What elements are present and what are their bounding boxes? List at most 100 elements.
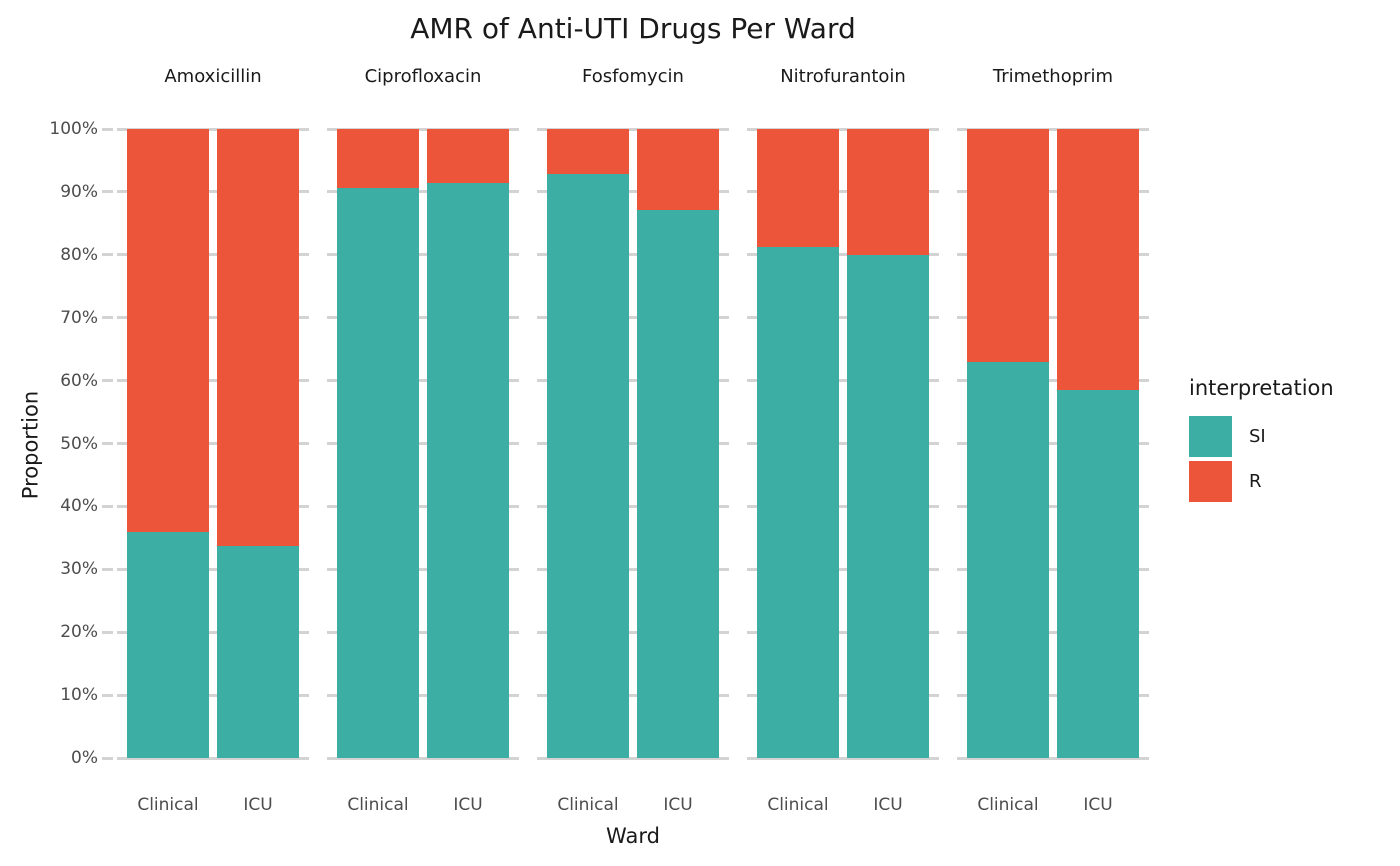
- gridline: [957, 127, 1149, 131]
- gridline: [747, 756, 939, 760]
- gridline: [327, 567, 519, 571]
- gridline: [327, 630, 519, 634]
- bar-segment-r: [427, 129, 509, 183]
- y-tick-label: 40%: [60, 496, 98, 517]
- y-tick-label: 50%: [60, 433, 98, 454]
- facet-strip-label: Fosfomycin: [582, 66, 684, 87]
- bar-segment-si: [127, 532, 209, 758]
- chart-title: AMR of Anti-UTI Drugs Per Ward: [410, 12, 856, 45]
- y-tick-mark: [102, 127, 113, 131]
- bar-segment-r: [637, 129, 719, 210]
- x-tick-label: ICU: [1083, 795, 1113, 815]
- gridline: [537, 127, 729, 131]
- bar-segment-r: [1057, 129, 1139, 390]
- gridline: [747, 253, 939, 257]
- y-tick-mark: [102, 316, 113, 320]
- gridline: [747, 504, 939, 508]
- facet-strip-label: Amoxicillin: [164, 66, 262, 87]
- gridline: [957, 567, 1149, 571]
- x-axis-title: Ward: [606, 824, 660, 848]
- facet-panel-nitrofurantoin: [747, 127, 939, 760]
- gridline: [957, 504, 1149, 508]
- bar-segment-si: [337, 188, 419, 758]
- gridline: [537, 253, 729, 257]
- gridline: [117, 756, 309, 760]
- gridline: [117, 316, 309, 320]
- y-tick-mark: [102, 253, 113, 257]
- gridline: [327, 442, 519, 445]
- y-tick-mark: [102, 442, 113, 445]
- gridline: [537, 504, 729, 508]
- facet-strip-label: Trimethoprim: [992, 66, 1114, 87]
- legend-entry-r: R: [1189, 461, 1389, 502]
- gridline: [117, 379, 309, 383]
- gridline: [957, 693, 1149, 697]
- legend-entry-si: SI: [1189, 416, 1389, 457]
- gridline: [537, 567, 729, 571]
- y-tick-label: 30%: [60, 559, 98, 580]
- bar-segment-si: [217, 546, 299, 758]
- gridline: [537, 442, 729, 445]
- y-tick-label: 60%: [60, 370, 98, 391]
- gridline: [957, 253, 1149, 257]
- gridline: [747, 567, 939, 571]
- gridline: [327, 756, 519, 760]
- gridline: [957, 379, 1149, 383]
- x-tick-label: Clinical: [767, 795, 829, 815]
- x-tick-label: ICU: [243, 795, 273, 815]
- bar-segment-r: [547, 129, 629, 174]
- bar-segment-r: [127, 129, 209, 532]
- legend: interpretation SI R: [1189, 376, 1389, 506]
- gridline: [957, 316, 1149, 320]
- y-tick-label: 10%: [60, 685, 98, 706]
- x-tick-label: ICU: [453, 795, 483, 815]
- bar-segment-r: [337, 129, 419, 188]
- gridline: [117, 504, 309, 508]
- legend-swatch-si: [1189, 416, 1232, 457]
- gridline: [957, 190, 1149, 194]
- bar-segment-si: [847, 255, 929, 758]
- gridline: [117, 127, 309, 131]
- gridline: [537, 693, 729, 697]
- gridline: [537, 379, 729, 383]
- x-tick-label: ICU: [663, 795, 693, 815]
- bar-segment-si: [757, 247, 839, 758]
- bar-segment-si: [547, 174, 629, 758]
- gridline: [327, 316, 519, 320]
- gridline: [537, 190, 729, 194]
- y-tick-label: 80%: [60, 244, 98, 265]
- y-tick-mark: [102, 190, 113, 194]
- y-tick-label: 100%: [49, 119, 98, 139]
- gridline: [327, 190, 519, 194]
- legend-swatch-r: [1189, 461, 1232, 502]
- bar-segment-si: [427, 183, 509, 758]
- bar-segment-si: [637, 210, 719, 758]
- gridline: [957, 756, 1149, 760]
- y-tick-label: 0%: [71, 748, 98, 768]
- gridline: [117, 253, 309, 257]
- gridline: [747, 316, 939, 320]
- y-tick-label: 90%: [60, 181, 98, 202]
- x-tick-label: ICU: [873, 795, 903, 815]
- legend-label-r: R: [1249, 471, 1262, 492]
- facet-strip-label: Ciprofloxacin: [364, 66, 482, 87]
- gridline: [957, 630, 1149, 634]
- bar-segment-r: [847, 129, 929, 255]
- legend-title: interpretation: [1189, 376, 1334, 400]
- y-tick-mark: [102, 756, 113, 760]
- facet-strip-label: Nitrofurantoin: [780, 66, 906, 87]
- bar-segment-si: [967, 362, 1049, 758]
- x-tick-label: Clinical: [977, 795, 1039, 815]
- y-tick-mark: [102, 379, 113, 383]
- gridline: [327, 253, 519, 257]
- y-tick-label: 20%: [60, 622, 98, 643]
- gridline: [747, 127, 939, 131]
- gridline: [747, 442, 939, 445]
- y-tick-mark: [102, 630, 113, 634]
- gridline: [747, 379, 939, 383]
- gridline: [327, 504, 519, 508]
- gridline: [117, 567, 309, 571]
- gridline: [957, 442, 1149, 445]
- x-tick-label: Clinical: [347, 795, 409, 815]
